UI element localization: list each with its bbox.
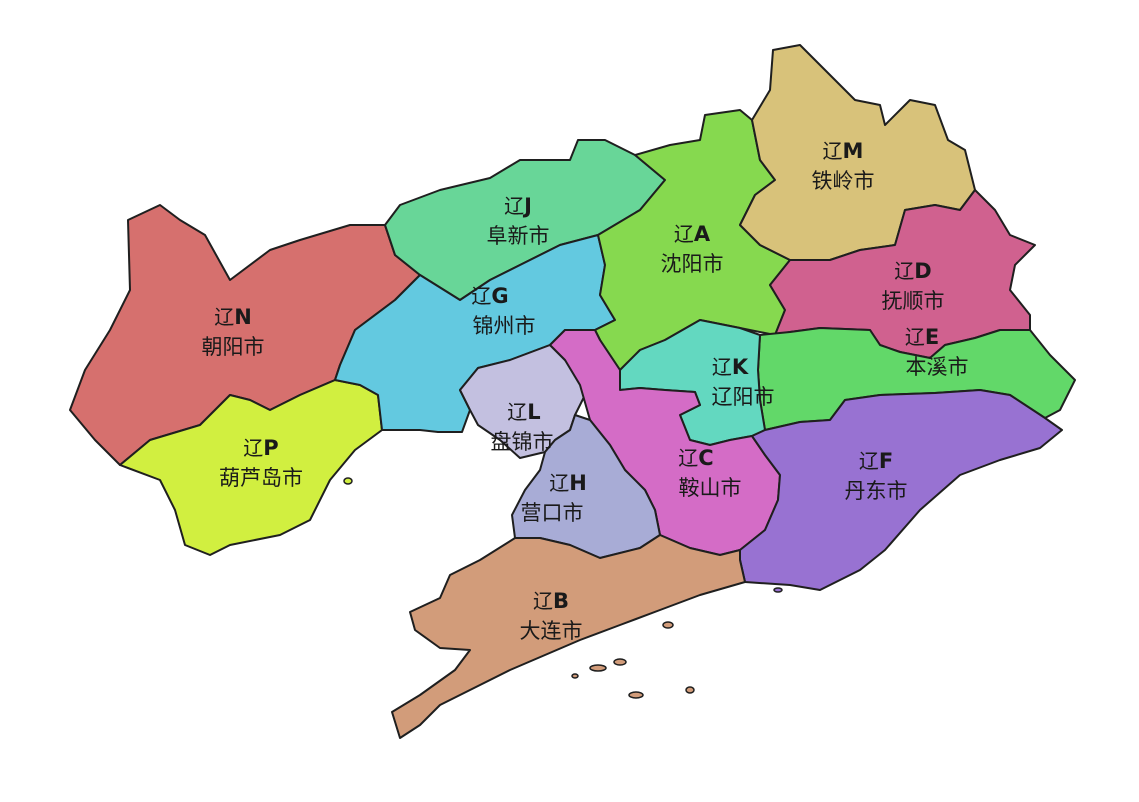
label-C: 辽C 鞍山市 [678, 446, 741, 500]
label-M: 辽M 铁岭市 [812, 139, 875, 193]
island-1 [589, 664, 607, 672]
label-E: 辽E 本溪市 [905, 325, 969, 379]
svg-text:沈阳市: 沈阳市 [661, 252, 724, 276]
prefix: 辽 [674, 222, 694, 246]
svg-text:辽阳市: 辽阳市 [712, 385, 775, 409]
svg-text:朝阳市: 朝阳市 [202, 335, 265, 359]
svg-text:锦州市: 锦州市 [473, 314, 536, 338]
svg-text:辽F: 辽F [859, 449, 893, 473]
label-D: 辽D 抚顺市 [882, 259, 945, 313]
island-8 [773, 587, 783, 593]
label-P: 辽P 葫芦岛市 [219, 436, 303, 490]
svg-text:辽K: 辽K [712, 355, 749, 379]
svg-text:抚顺市: 抚顺市 [882, 289, 945, 313]
svg-text:辽C: 辽C [678, 446, 713, 470]
svg-text:辽H: 辽H [549, 471, 587, 495]
svg-text:辽D: 辽D [894, 259, 931, 283]
svg-text:辽N: 辽N [214, 305, 252, 329]
svg-text:本溪市: 本溪市 [906, 355, 969, 379]
label-G: 辽G 锦州市 [471, 284, 535, 338]
svg-text:铁岭市: 铁岭市 [812, 169, 875, 193]
label-F: 辽F 丹东市 [845, 449, 908, 503]
island-4 [662, 621, 674, 629]
region-B[interactable] [391, 534, 746, 739]
svg-text:辽E: 辽E [905, 325, 939, 349]
label-B: 辽B 大连市 [520, 589, 583, 643]
svg-text:盘锦市: 盘锦市 [491, 430, 554, 454]
label-A: 辽A 沈阳市 [661, 222, 724, 276]
island-3 [628, 691, 644, 699]
svg-text:鞍山市: 鞍山市 [679, 476, 742, 500]
island-5 [685, 686, 695, 694]
label-J: 辽J 阜新市 [487, 194, 550, 248]
svg-text:辽B: 辽B [533, 589, 569, 613]
island-7 [343, 477, 353, 485]
region-F[interactable] [739, 389, 1063, 591]
svg-text:辽M: 辽M [823, 139, 864, 163]
svg-text:辽J: 辽J [504, 194, 532, 218]
svg-text:营口市: 营口市 [521, 501, 584, 525]
label-L: 辽L 盘锦市 [491, 400, 554, 454]
label-H: 辽H 营口市 [521, 471, 587, 525]
svg-text:大连市: 大连市 [520, 619, 583, 643]
svg-text:阜新市: 阜新市 [487, 224, 550, 248]
label-N: 辽N 朝阳市 [202, 305, 265, 359]
svg-text:葫芦岛市: 葫芦岛市 [219, 466, 303, 490]
label-K: 辽K 辽阳市 [712, 355, 775, 409]
svg-text:辽L: 辽L [507, 400, 540, 424]
island-6 [571, 673, 579, 679]
svg-text:丹东市: 丹东市 [845, 479, 908, 503]
island-2 [613, 658, 627, 666]
svg-text:辽G: 辽G [471, 284, 508, 308]
svg-text:辽P: 辽P [243, 436, 278, 460]
svg-text:辽A: 辽A [674, 222, 711, 246]
